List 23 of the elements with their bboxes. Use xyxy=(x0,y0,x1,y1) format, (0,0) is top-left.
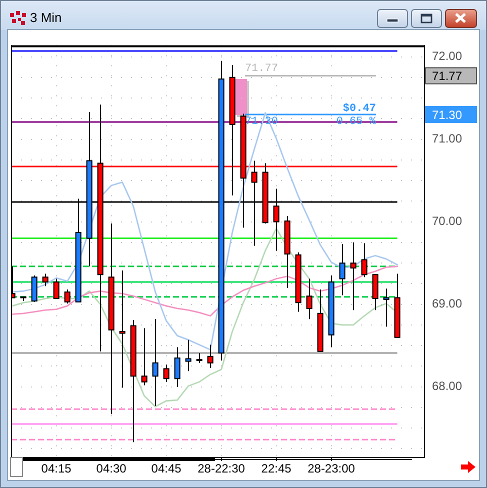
y-tick-label: 69.00 xyxy=(432,296,462,311)
candlestick xyxy=(306,278,312,320)
candlestick xyxy=(119,270,126,388)
x-tick-label: 28-23:00 xyxy=(308,462,356,476)
candlestick xyxy=(185,339,192,372)
x-tick-label: 28-22:30 xyxy=(198,462,246,476)
y-tick-label: 68.00 xyxy=(432,379,462,394)
y-tick-label: 72.00 xyxy=(432,49,462,64)
candlestick xyxy=(383,288,390,328)
y-tick-label: 70.00 xyxy=(432,214,462,228)
y-tick-label: 71.00 xyxy=(432,132,462,146)
text: 71.30 xyxy=(432,108,462,122)
annotation: $0.47 xyxy=(342,102,376,115)
x-tick-label: 04:30 xyxy=(96,462,127,476)
x-tick-label: 04:15 xyxy=(41,462,72,476)
ref-line-label: 71.77 xyxy=(244,63,278,76)
x-tick-label: 04:45 xyxy=(151,462,182,476)
candlestick xyxy=(141,328,148,386)
x-tick-label: 22:45 xyxy=(261,462,292,476)
chart-title: 3 Min xyxy=(30,10,62,25)
candlestick xyxy=(339,244,346,296)
candlestick xyxy=(196,352,202,364)
text: 71.77 xyxy=(432,69,462,84)
